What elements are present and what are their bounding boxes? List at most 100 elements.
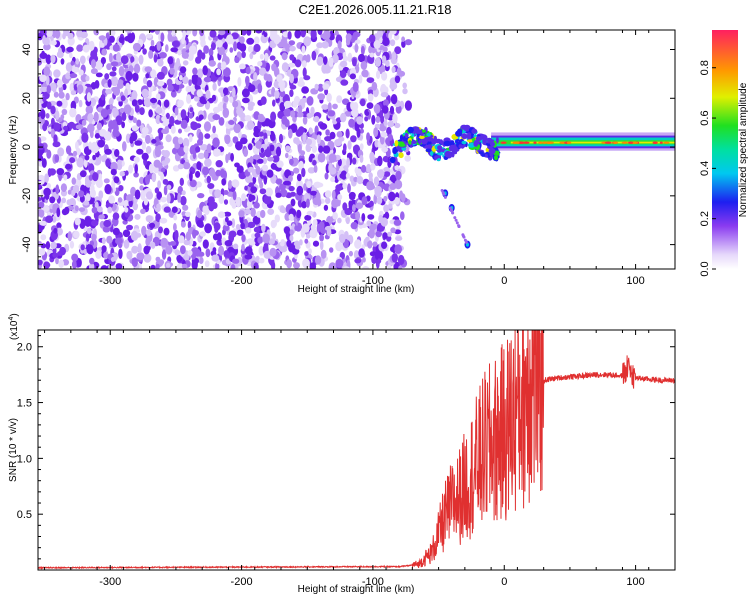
noise-blob xyxy=(212,125,217,134)
noise-blob xyxy=(400,193,406,203)
noise-blob xyxy=(283,108,292,117)
noise-blob xyxy=(202,205,207,214)
noise-blob xyxy=(100,108,109,118)
noise-blob xyxy=(369,251,377,257)
noise-blob xyxy=(205,248,211,258)
noise-blob xyxy=(209,30,217,38)
noise-blob xyxy=(335,241,343,252)
noise-blob xyxy=(169,67,175,75)
noise-blob xyxy=(70,60,75,66)
noise-blob xyxy=(291,157,299,166)
noise-blob xyxy=(281,52,288,61)
noise-blob xyxy=(372,241,378,247)
noise-blob xyxy=(181,263,188,269)
noise-blob xyxy=(235,197,241,208)
noise-blob xyxy=(124,88,128,98)
noise-blob xyxy=(335,184,343,192)
noise-blob xyxy=(108,195,115,204)
transition-blob xyxy=(437,145,443,151)
noise-blob xyxy=(119,107,125,113)
noise-blob xyxy=(217,46,225,56)
noise-blob xyxy=(324,190,332,198)
noise-blob xyxy=(286,239,292,248)
noise-blob xyxy=(133,172,139,178)
image-line-dot xyxy=(443,195,447,199)
noise-blob xyxy=(178,137,183,145)
noise-blob xyxy=(180,109,187,119)
noise-blob xyxy=(97,206,103,213)
y-tick-label: -40 xyxy=(21,237,33,253)
noise-blob xyxy=(43,66,51,77)
noise-blob xyxy=(79,55,86,65)
noise-blob xyxy=(394,244,403,255)
noise-blob xyxy=(391,252,398,263)
noise-blob xyxy=(368,172,373,179)
noise-blob xyxy=(122,141,127,152)
noise-blob xyxy=(328,262,337,269)
transition-blob xyxy=(426,144,433,149)
noise-blob xyxy=(331,198,339,209)
noise-blob xyxy=(345,128,350,139)
y-tick-label: -20 xyxy=(21,188,33,204)
noise-blob xyxy=(204,158,212,168)
noise-blob xyxy=(136,252,145,261)
noise-blob xyxy=(50,105,56,115)
noise-blob xyxy=(373,103,381,114)
noise-blob xyxy=(304,238,309,244)
noise-blob xyxy=(227,180,233,189)
carrier-peak xyxy=(523,141,530,144)
noise-blob xyxy=(199,30,205,37)
noise-blob xyxy=(334,30,339,36)
noise-blob xyxy=(239,36,245,44)
noise-blob xyxy=(104,131,112,141)
noise-blob xyxy=(94,133,100,139)
noise-blob xyxy=(46,149,52,159)
noise-blob xyxy=(321,41,329,49)
noise-blob xyxy=(301,60,307,68)
noise-blob xyxy=(165,44,169,53)
noise-blob xyxy=(394,46,402,55)
noise-blob xyxy=(195,181,202,188)
noise-blob xyxy=(342,182,348,189)
noise-blob xyxy=(287,175,293,183)
noise-blob xyxy=(335,76,343,82)
noise-blob xyxy=(90,144,99,154)
noise-blob xyxy=(201,99,207,105)
noise-blob xyxy=(95,178,103,189)
noise-blob xyxy=(289,234,294,242)
noise-blob xyxy=(402,88,408,95)
noise-blob xyxy=(212,137,220,148)
noise-blob xyxy=(112,227,120,236)
noise-blob xyxy=(38,259,43,266)
noise-blob xyxy=(210,42,216,51)
noise-blob xyxy=(393,219,402,226)
noise-blob xyxy=(225,216,229,223)
noise-blob xyxy=(257,61,263,67)
noise-blob xyxy=(270,111,277,122)
transition-blob xyxy=(389,156,396,164)
noise-blob xyxy=(173,223,177,232)
noise-blob xyxy=(202,65,208,76)
noise-blob xyxy=(145,134,151,144)
noise-blob xyxy=(132,117,137,124)
noise-blob xyxy=(373,193,378,205)
noise-blob xyxy=(377,169,385,179)
noise-blob xyxy=(222,107,230,119)
noise-blob xyxy=(250,186,258,194)
noise-blob xyxy=(247,221,256,229)
noise-blob xyxy=(295,137,300,146)
noise-blob xyxy=(218,245,225,256)
noise-blob xyxy=(263,73,269,81)
noise-blob xyxy=(141,152,149,161)
noise-blob xyxy=(208,48,214,57)
noise-blob xyxy=(319,240,324,251)
noise-blob xyxy=(306,96,314,106)
noise-blob xyxy=(217,103,223,111)
noise-blob xyxy=(137,99,143,106)
noise-blob xyxy=(366,181,375,191)
noise-blob xyxy=(354,258,362,264)
noise-blob xyxy=(101,94,105,101)
noise-blob xyxy=(177,49,182,56)
noise-blob xyxy=(136,119,142,127)
noise-blob xyxy=(196,161,202,171)
